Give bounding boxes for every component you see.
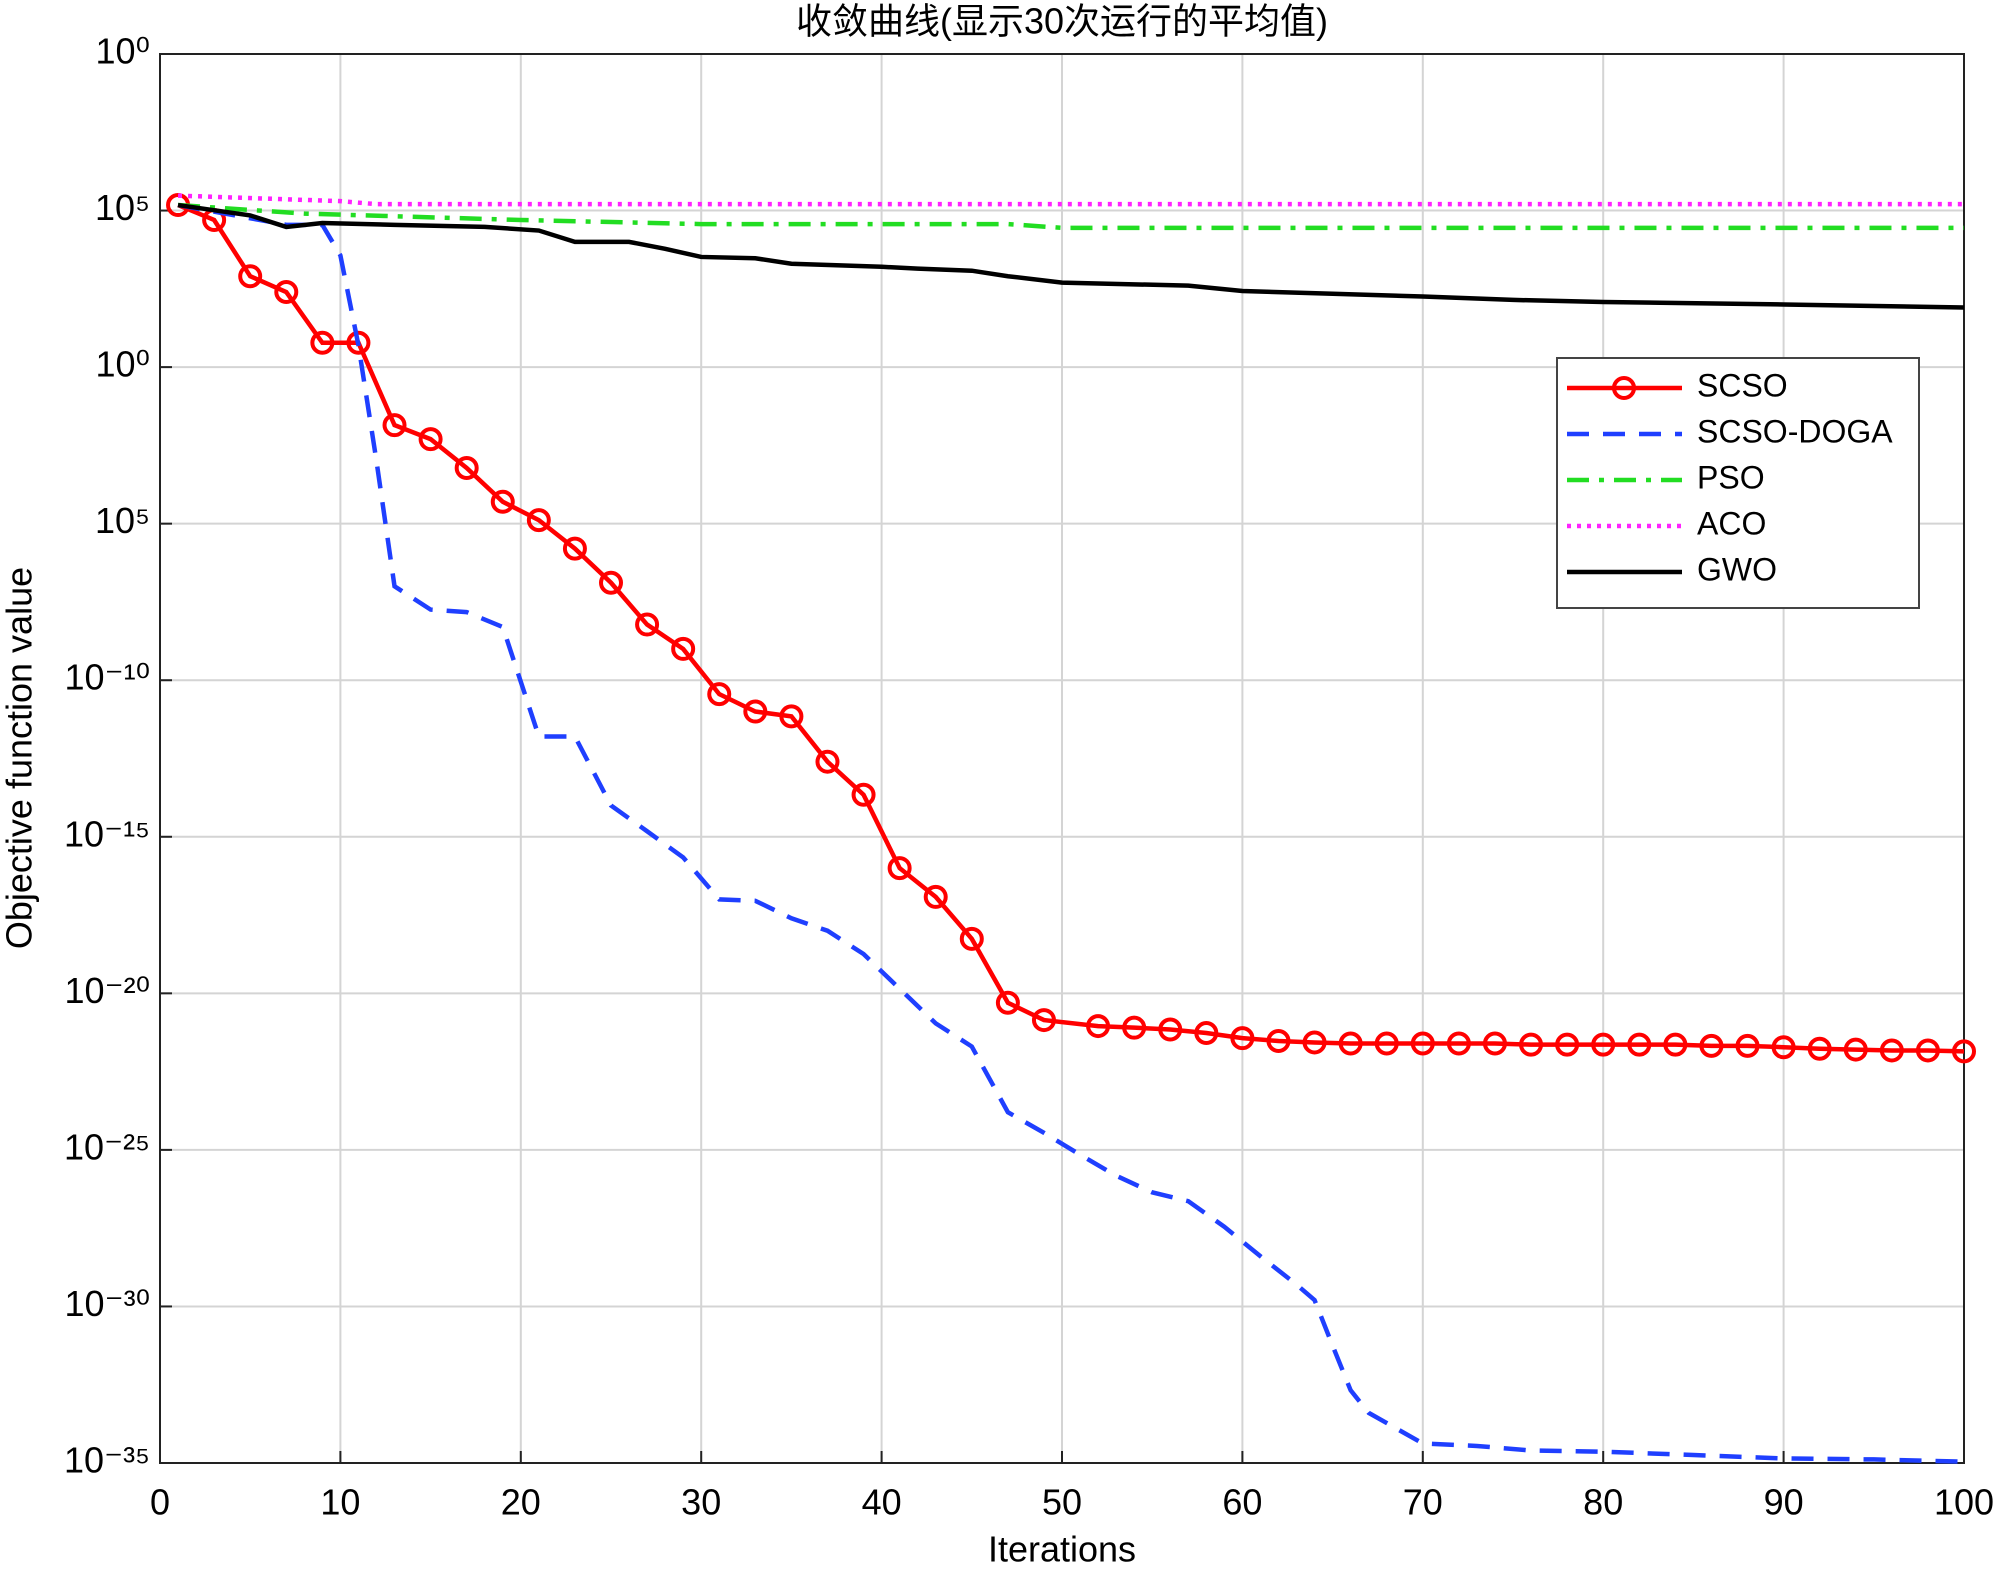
data-point — [382, 413, 407, 438]
legend-marker — [1612, 376, 1636, 400]
data-point — [1194, 1021, 1219, 1046]
y-tick-label: 10⁵ — [95, 500, 150, 541]
y-tick-label: 10⁻³⁵ — [64, 1440, 150, 1481]
x-tick-label: 20 — [501, 1482, 541, 1523]
data-point — [959, 926, 984, 951]
data-point — [851, 782, 876, 807]
data-point — [526, 508, 551, 533]
y-tick-label: 10⁻²⁵ — [64, 1126, 150, 1167]
legend-box — [1556, 357, 1920, 609]
x-tick-label: 30 — [681, 1482, 721, 1523]
legend-label: PSO — [1697, 459, 1765, 495]
x-tick-label: 100 — [1934, 1482, 1994, 1523]
data-point — [815, 749, 840, 774]
series-line — [177, 202, 1965, 310]
x-tick-label: 80 — [1583, 1482, 1623, 1523]
data-point — [238, 264, 263, 289]
y-tick-label: 10⁻¹⁵ — [64, 813, 150, 854]
data-point — [707, 682, 732, 707]
series-line — [177, 202, 1964, 231]
data-point — [1031, 1008, 1056, 1033]
data-point — [1699, 1033, 1724, 1058]
x-tick-label: 10 — [320, 1482, 360, 1523]
series-line — [177, 202, 1965, 1464]
data-point — [743, 699, 768, 724]
plot-frame — [159, 53, 1965, 1464]
x-tick-label: 70 — [1403, 1482, 1443, 1523]
data-point — [1663, 1032, 1688, 1057]
data-point — [923, 884, 948, 909]
data-point — [1482, 1031, 1507, 1056]
data-point — [995, 990, 1020, 1015]
data-point — [1230, 1026, 1255, 1051]
data-point — [310, 330, 335, 355]
x-tick-label: 90 — [1764, 1482, 1804, 1523]
y-tick-label: 10⁵ — [95, 187, 150, 228]
data-point — [1771, 1035, 1796, 1060]
data-point — [1627, 1032, 1652, 1057]
data-point — [887, 856, 912, 881]
data-point — [418, 427, 443, 452]
data-point — [1266, 1029, 1291, 1054]
x-tick-label: 60 — [1222, 1482, 1262, 1523]
chart-title: 收敛曲线(显示30次运行的平均值) — [796, 1, 1328, 42]
data-point — [671, 636, 696, 661]
data-point — [1302, 1030, 1327, 1055]
data-point — [779, 704, 804, 729]
y-tick-label: 10⁻³⁰ — [65, 1283, 150, 1324]
data-point — [1410, 1031, 1435, 1056]
data-point — [1338, 1031, 1363, 1056]
data-point — [1446, 1031, 1471, 1056]
data-point — [274, 280, 299, 305]
data-point — [635, 612, 660, 637]
series-line — [177, 193, 1964, 207]
data-point — [1807, 1036, 1832, 1061]
data-point — [346, 330, 371, 355]
legend-label: SCSO-DOGA — [1697, 413, 1893, 449]
data-point — [454, 455, 479, 480]
legend-label: ACO — [1697, 505, 1766, 541]
data-point — [1735, 1033, 1760, 1058]
data-point — [599, 570, 623, 595]
legend-label: SCSO — [1697, 367, 1788, 403]
data-point — [1374, 1031, 1399, 1056]
data-point — [1086, 1014, 1111, 1039]
legend-label: GWO — [1697, 551, 1777, 587]
x-axis-label: Iterations — [988, 1529, 1136, 1570]
data-point — [490, 489, 515, 514]
y-axis-label: Objective function value — [0, 567, 40, 949]
data-point — [1122, 1015, 1147, 1040]
data-point — [1555, 1032, 1580, 1057]
x-tick-label: 50 — [1042, 1482, 1082, 1523]
data-point — [1519, 1032, 1544, 1057]
data-point — [1843, 1037, 1868, 1062]
data-point — [1915, 1038, 1940, 1063]
y-tick-label: 10⁻²⁰ — [65, 970, 150, 1011]
data-point — [562, 536, 587, 561]
data-point — [1591, 1032, 1616, 1057]
data-point — [1879, 1038, 1904, 1063]
x-tick-label: 40 — [862, 1482, 902, 1523]
x-tick-label: 0 — [150, 1482, 170, 1523]
y-tick-label: 10⁻¹⁰ — [65, 657, 150, 698]
data-point — [1158, 1017, 1183, 1042]
y-tick-label: 10⁰ — [96, 344, 150, 385]
y-tick-label: 10⁰ — [96, 31, 150, 72]
data-point — [1952, 1039, 1976, 1064]
